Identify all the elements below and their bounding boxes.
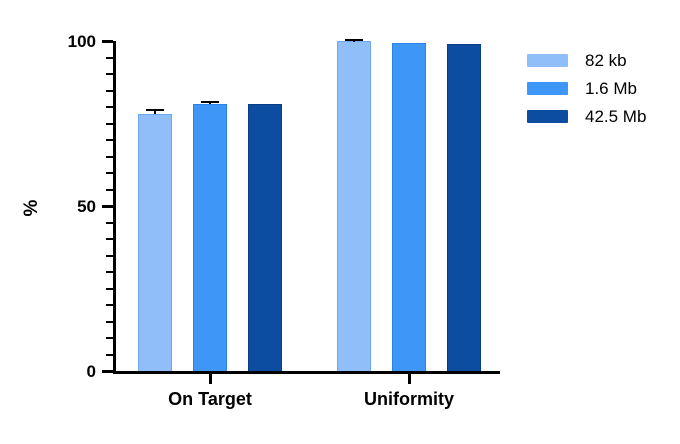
y-major-tick: [102, 205, 113, 208]
x-category-label-on-target: On Target: [168, 389, 252, 409]
y-tick-label: 100: [67, 32, 96, 51]
y-minor-tick: [106, 106, 113, 108]
y-minor-tick: [106, 238, 113, 240]
legend-swatch-42-5-mb: [527, 110, 568, 123]
bar-on-target-1-6-mb: [193, 103, 227, 371]
legend-item-1-6-mb: 1.6 Mb: [527, 80, 646, 97]
y-minor-tick: [106, 221, 113, 224]
y-minor-tick: [106, 172, 113, 174]
y-minor-tick: [106, 155, 113, 158]
y-minor-tick: [106, 188, 113, 191]
legend: 82 kb 1.6 Mb 42.5 Mb: [527, 52, 646, 125]
y-tick-label: 0: [86, 362, 96, 381]
legend-swatch-82-kb: [527, 54, 568, 67]
x-axis-line: [113, 371, 500, 374]
legend-label-1-6-mb: 1.6 Mb: [585, 79, 637, 98]
y-minor-tick: [106, 304, 113, 306]
y-minor-tick: [106, 56, 113, 59]
y-minor-tick: [106, 89, 113, 92]
y-minor-tick: [106, 122, 113, 125]
y-axis-line: [113, 41, 116, 374]
legend-label-42-5-mb: 42.5 Mb: [585, 107, 647, 126]
y-minor-tick: [106, 337, 113, 339]
x-category-tick: [408, 374, 411, 384]
error-bar-stem-on-target-1-6-mb: [209, 103, 211, 104]
bar-on-target-82-kb: [138, 113, 172, 371]
y-minor-tick: [106, 287, 113, 290]
bar-on-target-42-5-mb: [248, 103, 282, 371]
y-major-tick: [102, 40, 113, 43]
y-minor-tick: [106, 271, 113, 273]
legend-swatch-1-6-mb: [527, 82, 568, 95]
legend-label-82-kb: 82 kb: [585, 51, 627, 70]
x-category-label-uniformity: Uniformity: [364, 389, 454, 409]
y-tick-label: 50: [77, 197, 96, 216]
y-minor-tick: [106, 139, 113, 141]
y-minor-tick: [106, 73, 113, 75]
y-minor-tick: [106, 353, 113, 356]
bar-uniformity-1-6-mb: [392, 42, 426, 371]
legend-item-42-5-mb: 42.5 Mb: [527, 108, 646, 125]
x-category-tick: [209, 374, 212, 384]
error-bar-cap-on-target-1-6-mb: [201, 101, 219, 104]
y-minor-tick: [106, 254, 113, 257]
y-major-tick: [102, 370, 113, 373]
bar-uniformity-42-5-mb: [447, 44, 481, 371]
error-bar-stem-on-target-82-kb: [154, 111, 156, 114]
y-minor-tick: [106, 320, 113, 323]
bar-uniformity-82-kb: [337, 41, 371, 371]
legend-item-82-kb: 82 kb: [527, 52, 646, 69]
error-bar-cap-uniformity-82-kb: [345, 38, 363, 41]
error-bar-cap-on-target-82-kb: [146, 109, 164, 112]
